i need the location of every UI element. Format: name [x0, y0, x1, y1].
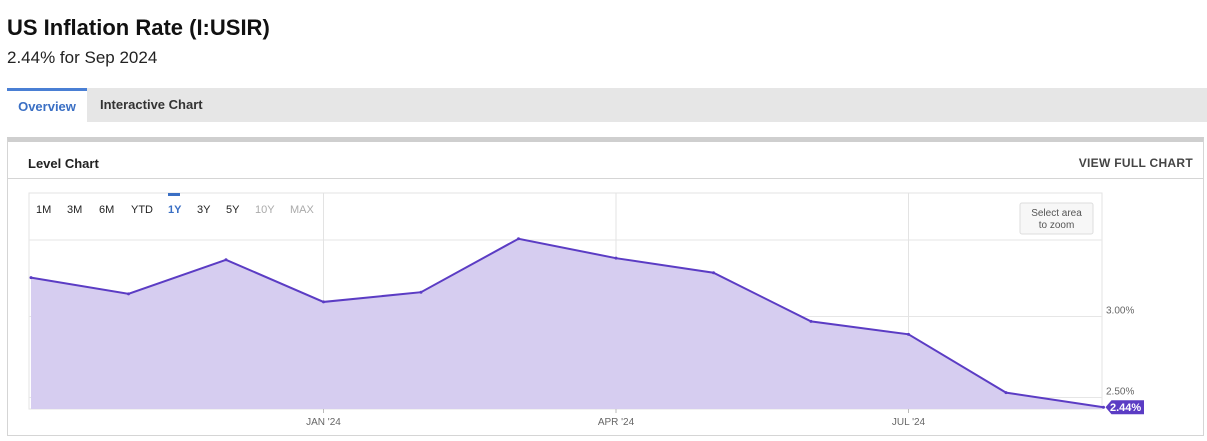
- range-button-3m[interactable]: 3M: [67, 204, 82, 216]
- tab-interactive-chart[interactable]: Interactive Chart: [100, 97, 203, 112]
- range-button-1m[interactable]: 1M: [36, 204, 51, 216]
- x-tick-label: JUL '24: [892, 417, 926, 428]
- range-button-10y: 10Y: [255, 204, 275, 216]
- panel-title: Level Chart: [28, 156, 99, 171]
- tab-bar: Overview Interactive Chart: [7, 88, 1207, 122]
- data-point: [127, 292, 130, 296]
- tab-overview[interactable]: Overview: [7, 88, 87, 122]
- last-value-badge: [1105, 400, 1144, 415]
- data-point: [712, 271, 715, 275]
- data-point: [1102, 405, 1105, 409]
- data-point: [29, 276, 33, 280]
- range-button-ytd[interactable]: YTD: [131, 204, 153, 216]
- range-button-max: MAX: [290, 204, 315, 216]
- x-tick-label: JAN '24: [306, 417, 341, 428]
- page-title: US Inflation Rate (I:USIR): [7, 15, 270, 40]
- data-point: [907, 332, 910, 336]
- range-button-1y[interactable]: 1Y: [168, 204, 182, 216]
- x-tick-label: APR '24: [598, 417, 635, 428]
- range-selected-indicator: [168, 193, 180, 196]
- data-point: [809, 319, 813, 323]
- data-point: [614, 256, 618, 260]
- latest-value-subtitle: 2.44% for Sep 2024: [7, 48, 158, 67]
- range-button-3y[interactable]: 3Y: [197, 204, 211, 216]
- zoom-hint-line-2: to zoom: [1039, 220, 1075, 231]
- data-point: [322, 300, 325, 304]
- series-line: [30, 237, 1104, 409]
- view-full-chart-link[interactable]: VIEW FULL CHART: [1078, 156, 1193, 170]
- data-point: [419, 290, 423, 294]
- y-tick-label: 2.50%: [1106, 387, 1134, 398]
- panel-divider: [8, 178, 1203, 179]
- range-button-6m[interactable]: 6M: [99, 204, 114, 216]
- data-point: [517, 237, 520, 241]
- zoom-hint-line-1: Select area: [1031, 208, 1082, 219]
- series-area: [31, 238, 1104, 409]
- data-point: [1004, 391, 1008, 395]
- level-chart-panel: Level Chart VIEW FULL CHART: [7, 137, 1204, 436]
- zoom-hint-box: [1019, 202, 1094, 235]
- y-tick-label: 3.00%: [1106, 306, 1134, 317]
- range-button-5y[interactable]: 5Y: [226, 204, 240, 216]
- last-value-label: 2.44%: [1110, 402, 1141, 414]
- data-point: [224, 258, 228, 262]
